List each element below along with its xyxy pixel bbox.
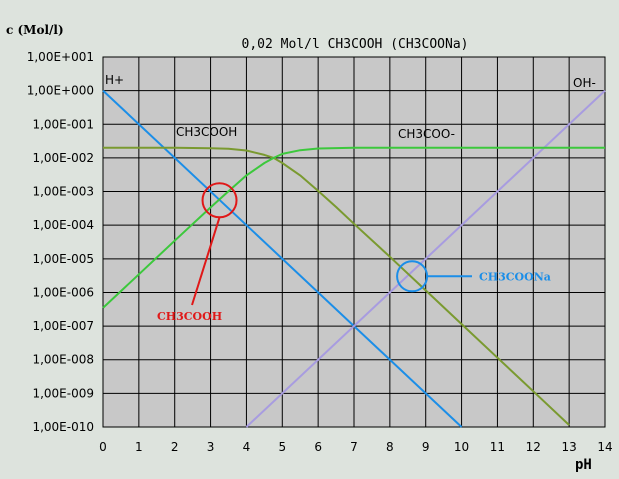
x-tick-label: 9 <box>422 440 430 454</box>
y-tick-label: 1,00E-005 <box>32 252 94 266</box>
series-line-oh <box>245 89 606 428</box>
axis-ticks: 0 1 2 3 4 5 6 7 8 9 10 11 12 13 141,00E+0011,00E+0001,… <box>27 50 613 454</box>
y-tick-label: 1,00E-007 <box>32 319 94 333</box>
annotation-leader-ch3cooh <box>191 216 221 306</box>
x-tick-label: 14 <box>597 440 612 454</box>
x-tick-label: 13 <box>562 440 577 454</box>
series-group <box>102 89 606 428</box>
x-tick-label: 6 <box>314 440 322 454</box>
series-label-ch3coo: CH3COO- <box>398 127 455 141</box>
x-tick-label: 2 <box>171 440 179 454</box>
series-line-ch3cooh <box>103 146 570 426</box>
annotations: CH3COOH CH3COONa <box>157 182 551 323</box>
x-tick-label: 3 <box>207 440 215 454</box>
x-tick-label: 8 <box>386 440 394 454</box>
y-tick-label: 1,00E+000 <box>27 84 94 98</box>
y-tick-label: 1,00E-004 <box>32 218 94 232</box>
x-tick-label: 10 <box>454 440 469 454</box>
x-tick-label: 0 <box>99 440 107 454</box>
y-axis-label: c (Mol/l) <box>6 23 64 37</box>
series-label-h: H+ <box>105 73 124 87</box>
y-tick-label: 1,00E-002 <box>32 151 94 165</box>
series-line-ch3coo <box>102 146 605 309</box>
chart-title: 0,02 Mol/l CH3COOH (CH3COONa) <box>242 37 469 52</box>
y-tick-label: 1,00E-008 <box>32 353 94 367</box>
x-axis-label: pH <box>575 457 592 473</box>
y-tick-label: 1,00E-001 <box>32 117 94 131</box>
x-tick-label: 7 <box>350 440 358 454</box>
annotation-label-ch3coona: CH3COONa <box>479 270 551 283</box>
x-tick-label: 12 <box>526 440 541 454</box>
grid <box>103 57 605 427</box>
y-tick-label: 1,00E-006 <box>32 285 94 299</box>
y-tick-label: 1,00E+001 <box>27 50 94 64</box>
x-tick-label: 1 <box>135 440 143 454</box>
y-tick-label: 1,00E-010 <box>32 420 94 434</box>
series-line-h <box>102 89 463 428</box>
x-tick-label: 4 <box>243 440 251 454</box>
y-tick-label: 1,00E-009 <box>32 386 94 400</box>
x-tick-label: 5 <box>278 440 286 454</box>
x-tick-label: 11 <box>490 440 505 454</box>
y-tick-label: 1,00E-003 <box>32 185 94 199</box>
series-label-oh: OH- <box>573 76 596 90</box>
annotation-label-ch3cooh: CH3COOH <box>157 310 222 323</box>
series-label-ch3cooh: CH3COOH <box>176 125 237 139</box>
